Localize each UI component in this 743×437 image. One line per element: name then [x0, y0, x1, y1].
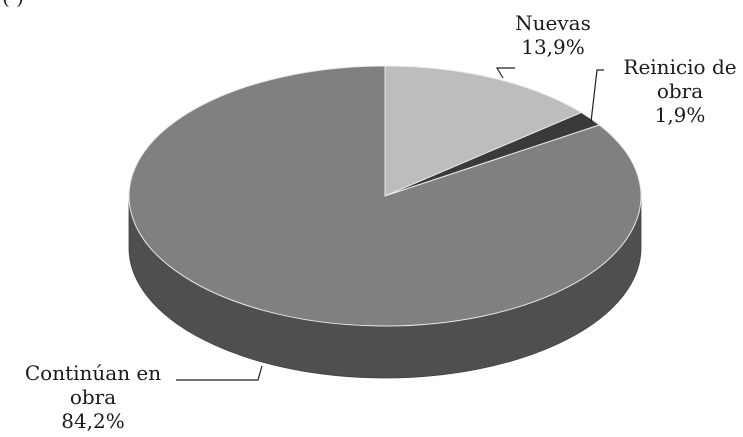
slice-label-2-line-0: Continúan en [25, 361, 161, 385]
leader-line-1 [590, 69, 604, 123]
slice-label-0-line-1: 13,9% [521, 35, 585, 59]
slice-label-1-line-2: 1,9% [655, 103, 706, 127]
slice-label-2-line-1: obra [70, 385, 116, 409]
slices-layer [128, 65, 642, 379]
leader-line-2 [176, 365, 263, 381]
leader-line-0 [495, 67, 515, 79]
slice-label-0-line-0: Nuevas [515, 11, 591, 35]
pie-slice-2 [128, 65, 642, 327]
slice-label-1-line-1: obra [657, 79, 703, 103]
pie-slice-0 [384, 65, 583, 197]
header-fragment: ( ) [2, 0, 24, 9]
slice-label-1-line-0: Reinicio de [623, 55, 736, 79]
slice-label-2-line-2: 84,2% [61, 409, 125, 433]
